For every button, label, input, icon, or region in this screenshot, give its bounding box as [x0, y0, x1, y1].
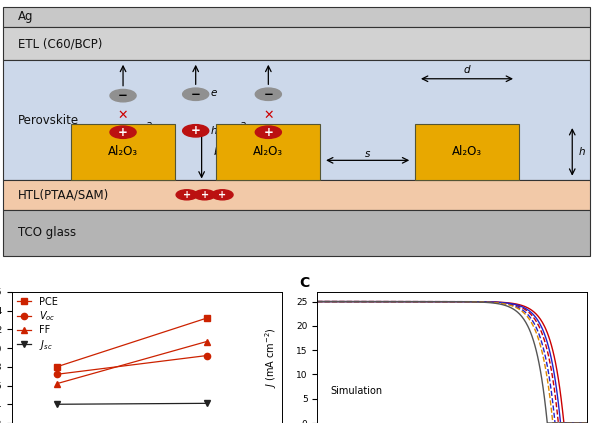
Circle shape: [212, 190, 233, 200]
$J_{sc}$: [53, 402, 60, 407]
Line: FF: FF: [54, 338, 210, 387]
PCE: [53, 364, 60, 369]
Y-axis label: $J$ (mA cm$^{-2}$): $J$ (mA cm$^{-2}$): [264, 327, 279, 388]
Text: ✕: ✕: [263, 110, 273, 122]
Circle shape: [183, 125, 209, 137]
Text: a: a: [146, 120, 152, 129]
Text: +: +: [183, 190, 191, 200]
Text: ✕: ✕: [118, 110, 128, 122]
Text: −: −: [263, 88, 273, 101]
Text: Perovskite: Perovskite: [18, 114, 79, 127]
Text: TCO glass: TCO glass: [18, 226, 76, 239]
Bar: [3, 27, 590, 60]
Text: d: d: [464, 65, 470, 75]
Bar: [3, 180, 590, 209]
Text: b: b: [213, 147, 220, 157]
Text: Al₂O₃: Al₂O₃: [452, 146, 482, 158]
Text: ETL (C60/BCP): ETL (C60/BCP): [18, 37, 102, 50]
Text: +: +: [200, 190, 209, 200]
Line: PCE: PCE: [54, 315, 210, 370]
Bar: [3, 60, 590, 180]
Circle shape: [110, 89, 136, 102]
Text: +: +: [263, 126, 273, 139]
Text: a: a: [239, 120, 246, 129]
Text: +: +: [218, 190, 227, 200]
Circle shape: [176, 190, 197, 200]
Text: Ag: Ag: [18, 11, 33, 23]
Text: HTL(PTAA/SAM): HTL(PTAA/SAM): [18, 188, 109, 201]
Text: Simulation: Simulation: [331, 386, 383, 396]
Legend: PCE, $V_{oc}$, FF, $J_{sc}$: PCE, $V_{oc}$, FF, $J_{sc}$: [17, 297, 58, 352]
Line: $J_{sc}$: $J_{sc}$: [54, 400, 210, 407]
$J_{sc}$: [203, 401, 211, 406]
Line: $V_{oc}$: $V_{oc}$: [54, 352, 210, 377]
Text: +: +: [191, 124, 200, 137]
Bar: [3, 209, 590, 256]
Text: s: s: [365, 149, 371, 159]
Bar: [216, 124, 320, 180]
Circle shape: [194, 190, 215, 200]
Text: −: −: [191, 88, 200, 101]
FF: [203, 339, 211, 344]
Circle shape: [110, 126, 136, 138]
Text: Al₂O₃: Al₂O₃: [253, 146, 283, 158]
Text: C: C: [299, 276, 310, 290]
Bar: [415, 124, 519, 180]
Text: h: h: [211, 126, 217, 136]
Circle shape: [255, 126, 281, 138]
Text: Al₂O₃: Al₂O₃: [108, 146, 138, 158]
Circle shape: [255, 88, 281, 100]
Text: h: h: [578, 147, 585, 157]
PCE: [203, 316, 211, 321]
$V_{oc}$: [203, 353, 211, 358]
Text: −: −: [118, 89, 128, 102]
Circle shape: [183, 88, 209, 100]
Bar: [3, 7, 590, 27]
Text: e: e: [211, 88, 217, 98]
Bar: [71, 124, 175, 180]
Text: +: +: [118, 126, 128, 139]
$V_{oc}$: [53, 372, 60, 377]
FF: [53, 381, 60, 386]
